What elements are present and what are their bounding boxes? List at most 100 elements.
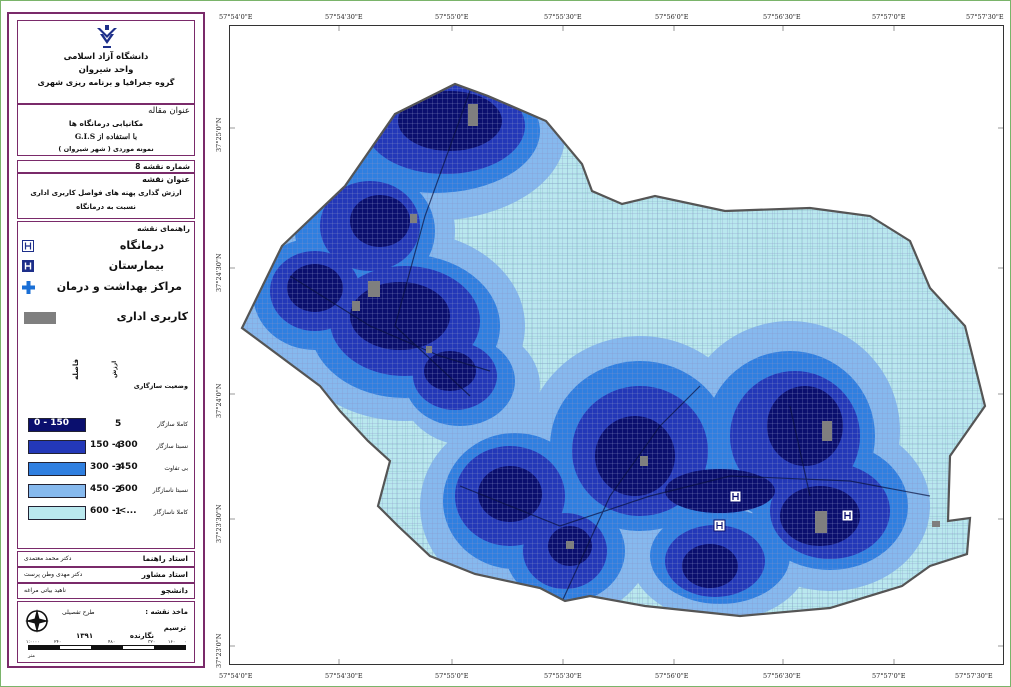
class-row: 600 - <... 1 کاملا ناسازگار — [18, 506, 194, 522]
north-arrow-icon — [25, 609, 49, 633]
scale-tick: ۱۶۰ — [168, 640, 176, 645]
credit-student-row: ناهید بیاتی مراغه دانشجو — [17, 583, 195, 599]
class-swatch — [28, 484, 86, 498]
scale-tick: ۱:۰۰۰۰ — [26, 640, 40, 645]
map-number-box: شماره نقشه 8 — [17, 160, 195, 173]
class-row: 300 - 450 3 بی تفاوت — [18, 462, 194, 478]
article-case-study: نمونه موردی ( شهر شیروان ) — [58, 145, 154, 153]
class-range: 0 - 150 — [34, 418, 70, 428]
class-swatch — [28, 462, 86, 476]
legend-box: راهنمای نقشه درمانگاه بیمارستان مراکز به… — [17, 221, 195, 549]
class-status: نسبتا ناسازگار — [152, 487, 188, 494]
legend-label-administrative: کاربری اداری — [116, 310, 188, 323]
legend-item-clinic: درمانگاه — [18, 238, 194, 256]
coord-left: 37°24'0"N — [215, 383, 223, 418]
class-swatch — [28, 506, 86, 520]
class-value: 1 — [115, 507, 122, 517]
class-status: بی تفاوت — [164, 465, 188, 472]
map-title-heading: عنوان نقشه — [142, 175, 190, 184]
coord-top: 57°54'30"E — [325, 13, 363, 21]
coord-bottom: 57°54'0"E — [219, 672, 253, 680]
university-header: دانشگاه آزاد اسلامی واحد شیروان گروه جغر… — [17, 20, 195, 104]
source-value: طرح تفصیلی — [62, 609, 95, 616]
drafting-label: ترسیم — [163, 624, 186, 632]
map-title-line1: ارزش گذاری پهنه های فواصل کاربری اداری — [30, 189, 182, 197]
class-row: 450 - 600 2 نسبتا ناسازگار — [18, 484, 194, 500]
clinic-outline-h-icon — [713, 519, 726, 532]
hospital-h-icon — [22, 260, 34, 272]
scale-tick: ۳۲۰ — [148, 640, 156, 645]
article-title: مکانیابی درمانگاه ها — [68, 119, 144, 128]
coord-bottom: 57°56'0"E — [655, 672, 689, 680]
class-value: 3 — [115, 463, 122, 473]
scale-unit: متر — [28, 653, 35, 659]
article-subtitle: با استفاده از G.I.S — [74, 132, 138, 141]
class-row: 0 - 150 5 کاملا سازگار — [18, 418, 194, 434]
consultant-label: استاد مشاور — [141, 570, 188, 579]
student-name: ناهید بیاتی مراغه — [24, 587, 66, 594]
class-status: کاملا سازگار — [157, 421, 188, 428]
scale-tick: ۰ — [184, 640, 187, 645]
coord-top: 57°55'0"E — [435, 13, 469, 21]
map-frame — [229, 25, 1004, 665]
class-range: 150 - 300 — [90, 440, 138, 450]
coord-bottom: 57°55'0"E — [435, 672, 469, 680]
coord-bottom: 57°57'30"E — [955, 672, 993, 680]
map-title-box: عنوان نقشه ارزش گذاری پهنه های فواصل کار… — [17, 173, 195, 219]
coord-left: 37°23'0"N — [215, 633, 223, 668]
legend-item-health-center: مراکز بهداشت و درمان — [18, 279, 194, 297]
coord-top: 57°56'30"E — [763, 13, 801, 21]
legend-item-administrative: کاربری اداری — [18, 310, 194, 330]
scale-tick: ۲۴۰ — [54, 640, 62, 645]
clinic-outline-h-icon — [22, 240, 34, 252]
coord-bottom: 57°54'30"E — [325, 672, 363, 680]
col-status-header: وضعیت سازگاری — [133, 382, 188, 390]
article-title-box: عنوان مقاله مکانیابی درمانگاه ها با استف… — [17, 104, 195, 156]
legend-heading: راهنمای نقشه — [137, 224, 190, 233]
scale-bar — [28, 645, 186, 650]
hospital-h-icon — [841, 509, 854, 522]
coord-bottom: 57°55'30"E — [544, 672, 582, 680]
university-logo-icon — [97, 25, 117, 48]
class-range: 600 - <... — [90, 506, 137, 516]
source-label: ماخذ نقشه : — [145, 608, 188, 616]
administrative-parcels — [352, 104, 940, 549]
health-center-cross-icon — [22, 281, 35, 294]
class-status: کاملا ناسازگار — [153, 509, 188, 516]
class-range: 300 - 450 — [90, 462, 138, 472]
coord-left: 37°25'0"N — [215, 117, 223, 152]
article-heading: عنوان مقاله — [148, 106, 190, 116]
university-name: دانشگاه آزاد اسلامی — [63, 52, 149, 62]
source-box: طرح تفصیلی ماخذ نقشه : ترسیم نگارنده ۱۳۹… — [17, 601, 195, 663]
author-label: نگارنده — [129, 632, 154, 640]
coord-top: 57°56'0"E — [655, 13, 689, 21]
map-canvas — [230, 26, 1003, 664]
city-boundary — [240, 82, 987, 618]
map-number: شماره نقشه 8 — [135, 162, 190, 171]
coord-bottom: 57°56'30"E — [763, 672, 801, 680]
class-value: 2 — [115, 485, 122, 495]
gray-swatch — [24, 312, 56, 324]
class-value: 5 — [115, 419, 122, 429]
col-value-header: ارزش — [111, 360, 118, 378]
class-swatch — [28, 418, 86, 432]
map-title-line2: نسبت به درمانگاه — [76, 203, 136, 211]
university-department: گروه جغرافیا و برنامه ریزی شهری — [37, 78, 175, 87]
graticule — [230, 26, 1003, 664]
credit-advisor-row: دکتر محمد معتمدی استاد راهنما — [17, 551, 195, 567]
class-value: 4 — [115, 441, 122, 451]
hospital-h-icon — [729, 490, 742, 503]
legend-label-health-center: مراکز بهداشت و درمان — [56, 280, 182, 293]
coord-top: 57°57'30"E — [966, 13, 1004, 21]
scale-tick: ۴۸۰ — [108, 640, 116, 645]
coord-top: 57°57'0"E — [872, 13, 906, 21]
drafting-year: ۱۳۹۱ — [76, 632, 94, 640]
class-row: 150 - 300 4 نسبتا سازگار — [18, 440, 194, 456]
col-distance-header: فاصله — [72, 358, 80, 380]
coord-left: 37°24'30"N — [215, 253, 223, 292]
distance-zones — [242, 84, 985, 616]
class-range: 450 - 600 — [90, 484, 138, 494]
legend-label-hospital: بیمارستان — [108, 259, 164, 272]
advisor-label: استاد راهنما — [142, 554, 188, 563]
advisor-name: دکتر محمد معتمدی — [24, 555, 72, 562]
